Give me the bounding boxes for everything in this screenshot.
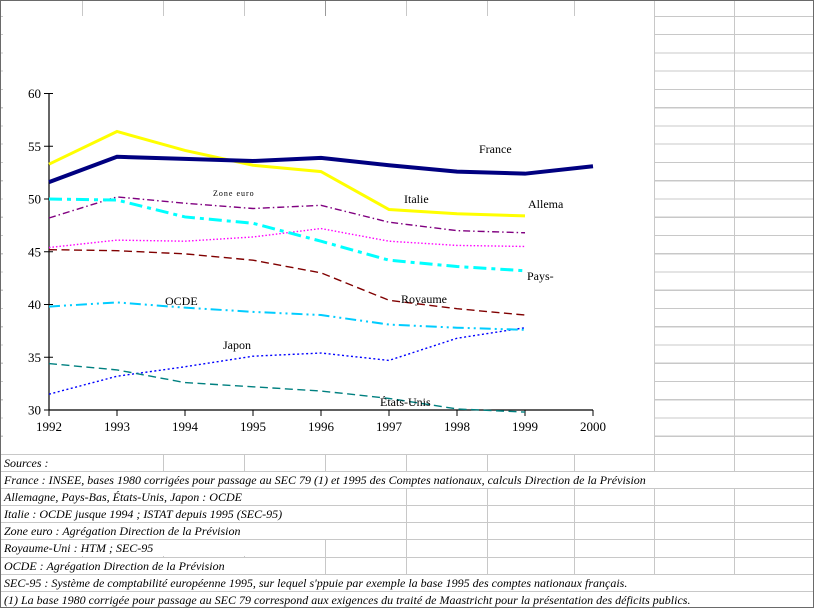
- footer-text: (1) La base 1980 corrigée pour passage a…: [1, 591, 813, 607]
- spreadsheet-cell-row[interactable]: France : INSEE, bases 1980 corrigées pou…: [1, 472, 813, 490]
- grid-line: [82, 1, 83, 16]
- spreadsheet-cell-row[interactable]: Allemagne, Pays-Bas, États-Unis, Japon :…: [1, 489, 813, 507]
- grid-line: [244, 1, 245, 16]
- spreadsheet-top-row: [1, 1, 813, 16]
- sources-section: Sources : France : INSEE, bases 1980 cor…: [1, 454, 813, 607]
- footer-text: Allemagne, Pays-Bas, États-Unis, Japon :…: [1, 489, 326, 506]
- spreadsheet-cell-row[interactable]: (1) La base 1980 corrigée pour passage a…: [1, 591, 813, 607]
- footer-text: OCDE : Agrégation Direction de la Prévis…: [1, 557, 245, 574]
- spreadsheet-cell-row[interactable]: Royaume-Uni : HTM ; SEC-95: [1, 540, 813, 558]
- footer-text: Royaume-Uni : HTM ; SEC-95: [1, 540, 245, 557]
- spreadsheet-cell-row[interactable]: Sources :: [1, 455, 813, 473]
- grid-line: [487, 454, 488, 607]
- spreadsheet-cell-row[interactable]: Zone euro : Agrégation Direction de la P…: [1, 523, 813, 541]
- footer-text: France : INSEE, bases 1980 corrigées pou…: [1, 472, 740, 489]
- grid-line: [163, 1, 164, 16]
- spreadsheet-cell-row[interactable]: Italie : OCDE jusque 1994 ; ISTAT depuis…: [1, 506, 813, 524]
- grid-line: [325, 1, 326, 16]
- grid-line: [406, 454, 407, 607]
- grid-line: [734, 454, 735, 607]
- grid-line: [487, 1, 488, 16]
- grid-line: [574, 454, 575, 607]
- grid-line: [574, 1, 575, 16]
- grid-line: [654, 454, 655, 607]
- footer-text: Zone euro : Agrégation Direction de la P…: [1, 523, 326, 540]
- grid-line: [734, 1, 735, 16]
- footer-text: Italie : OCDE jusque 1994 ; ISTAT depuis…: [1, 506, 326, 523]
- footer-text: SEC-95 : Système de comptabilité europée…: [1, 574, 740, 591]
- spreadsheet-cell-row[interactable]: OCDE : Agrégation Direction de la Prévis…: [1, 557, 813, 575]
- grid-line: [654, 1, 655, 16]
- spreadsheet-cell-row[interactable]: SEC-95 : Système de comptabilité europée…: [1, 574, 813, 592]
- spreadsheet-right-cells: [654, 16, 813, 454]
- footer-text: Sources :: [1, 455, 84, 471]
- grid-line: [406, 1, 407, 16]
- chart-object[interactable]: [3, 16, 654, 454]
